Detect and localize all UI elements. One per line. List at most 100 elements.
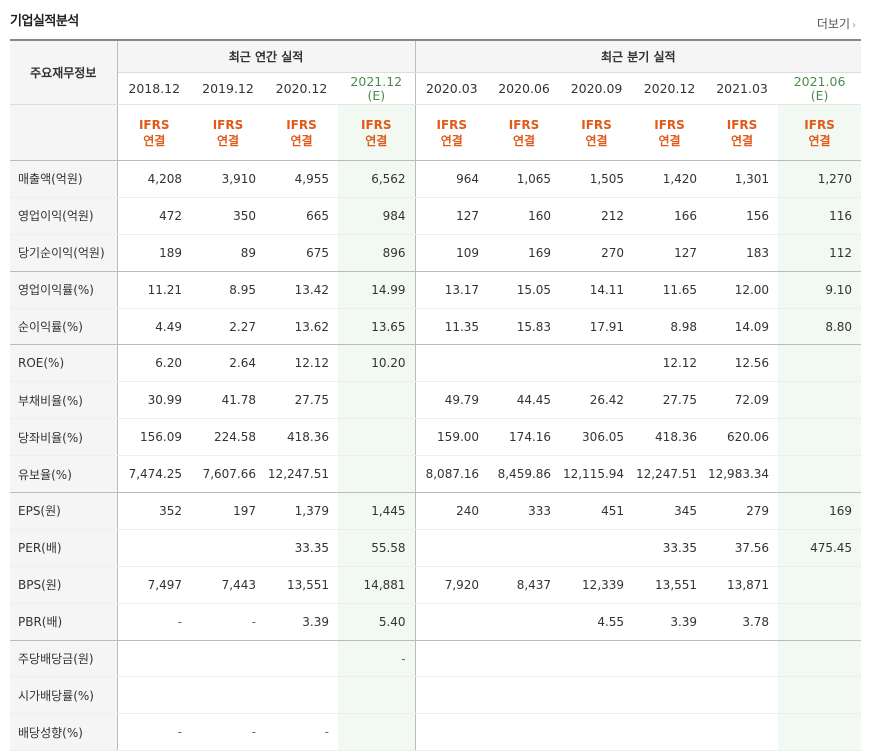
more-label: 더보기 — [816, 17, 850, 31]
cell-value: 15.05 — [488, 271, 561, 309]
ifrs-basis: IFRS 연결 — [560, 104, 634, 161]
cell-value: 1,301 — [706, 160, 779, 198]
cell-value: 451 — [560, 492, 634, 530]
cell-value: 1,445 — [338, 492, 416, 530]
cell-value: 33.35 — [633, 529, 707, 567]
period-header: 2020.12 — [633, 72, 707, 105]
row-label: 부채비율(%) — [10, 381, 118, 420]
cell-value: 6,562 — [338, 160, 416, 198]
cell-value — [117, 676, 191, 715]
ifrs-basis: IFRS 연결 — [265, 104, 338, 161]
cell-value — [338, 418, 416, 457]
cell-value — [488, 344, 561, 383]
cell-value: 89 — [191, 234, 265, 272]
cell-value: 12,339 — [560, 566, 634, 604]
more-link[interactable]: 더보기 › — [817, 15, 856, 32]
consolidated-label: 연결 — [731, 133, 754, 148]
cell-value — [778, 566, 862, 604]
cell-value — [415, 713, 489, 751]
cell-value — [117, 529, 191, 567]
cell-value — [778, 344, 862, 383]
table-row: PER(배) 33.35 55.58 33.35 37.56 475.45 — [10, 529, 862, 567]
cell-value: 174.16 — [488, 418, 561, 457]
cell-value: 472 — [117, 197, 191, 235]
cell-value: 1,270 — [778, 160, 862, 198]
cell-value: - — [191, 603, 265, 641]
cell-value: 11.65 — [633, 271, 707, 309]
ifrs-basis: IFRS 연결 — [778, 104, 862, 161]
consolidated-label: 연결 — [513, 133, 536, 148]
cell-value: 13.62 — [265, 308, 338, 346]
cell-value: 12,247.51 — [633, 455, 707, 494]
cell-value: 55.58 — [338, 529, 416, 567]
cell-value — [560, 713, 634, 751]
cell-value: 306.05 — [560, 418, 634, 457]
cell-value: 183 — [706, 234, 779, 272]
cell-value: 6.20 — [117, 344, 191, 383]
cell-value: 3.39 — [633, 603, 707, 641]
cell-value: 224.58 — [191, 418, 265, 457]
table-row: 부채비율(%) 30.99 41.78 27.75 49.79 44.45 26.42 27.… — [10, 381, 862, 420]
cell-value: 14,881 — [338, 566, 416, 604]
cell-value: 30.99 — [117, 381, 191, 420]
cell-value: 1,065 — [488, 160, 561, 198]
period-header: 2021.03 — [706, 72, 779, 105]
ifrs-label: IFRS — [726, 117, 758, 132]
cell-value: 14.11 — [560, 271, 634, 309]
table-row: 시가배당률(%) — [10, 676, 862, 715]
table-row: 당좌비율(%) 156.09 224.58 418.36 159.00 174.16 306… — [10, 418, 862, 457]
period-date: 2021.06 — [793, 73, 846, 89]
cell-value: 984 — [338, 197, 416, 235]
ifrs-basis: IFRS 연결 — [338, 104, 416, 161]
cell-value — [488, 603, 561, 641]
cell-value — [778, 418, 862, 457]
cell-value — [633, 640, 707, 678]
cell-value: 197 — [191, 492, 265, 530]
cell-value: 13,551 — [265, 566, 338, 604]
row-label: 영업이익률(%) — [10, 271, 118, 309]
cell-value: 1,379 — [265, 492, 338, 530]
cell-value: 4,955 — [265, 160, 338, 198]
cell-value: 12.12 — [633, 344, 707, 383]
period-date: 2020.12 — [275, 81, 328, 96]
cell-value: 4.49 — [117, 308, 191, 346]
cell-value — [706, 676, 779, 715]
period-header: 2020.12 — [265, 72, 338, 105]
ifrs-label: IFRS — [581, 117, 612, 132]
cell-value: 12.00 — [706, 271, 779, 309]
period-date: 2021.12 — [350, 73, 403, 89]
cell-value — [488, 676, 561, 715]
cell-value: 27.75 — [633, 381, 707, 420]
row-label: 영업이익(억원) — [10, 197, 118, 235]
cell-value: 2.27 — [191, 308, 265, 346]
table-row: 유보율(%) 7,474.25 7,607.66 12,247.51 8,087.16 8… — [10, 455, 862, 494]
cell-value: 13,551 — [633, 566, 707, 604]
row-label: ROE(%) — [10, 344, 118, 383]
cell-value: 37.56 — [706, 529, 779, 567]
cell-value: 49.79 — [415, 381, 489, 420]
cell-value: 116 — [778, 197, 862, 235]
table-row: 배당성향(%) - - - — [10, 713, 862, 751]
consolidated-label: 연결 — [585, 133, 608, 148]
cell-value: 72.09 — [706, 381, 779, 420]
cell-value: 156 — [706, 197, 779, 235]
period-header: 2020.03 — [415, 72, 489, 105]
cell-value: 12.56 — [706, 344, 779, 383]
cell-value: 12,247.51 — [265, 455, 338, 494]
quarter-header: 최근 분기 실적 — [415, 40, 862, 73]
cell-value: 675 — [265, 234, 338, 272]
cell-value: 5.40 — [338, 603, 416, 641]
cell-value: 169 — [778, 492, 862, 530]
cell-value: 12,983.34 — [706, 455, 779, 494]
cell-value — [560, 676, 634, 715]
cell-value: 3.78 — [706, 603, 779, 641]
table-row: 매출액(억원) 4,208 3,910 4,955 6,562 964 1,065 1,505… — [10, 160, 862, 198]
table-row: 영업이익(억원) 472 350 665 984 127 160 212 166 156 116 — [10, 197, 862, 235]
cell-value: 8.80 — [778, 308, 862, 346]
cell-value: 4,208 — [117, 160, 191, 198]
cell-value — [778, 713, 862, 751]
cell-value: 11.21 — [117, 271, 191, 309]
cell-value — [488, 713, 561, 751]
consolidated-label: 연결 — [808, 133, 831, 148]
cell-value: 7,443 — [191, 566, 265, 604]
